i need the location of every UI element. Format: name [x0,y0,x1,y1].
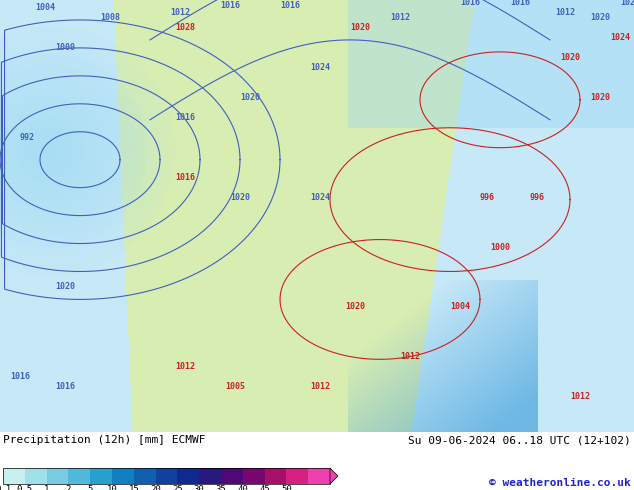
Bar [90,468,112,484]
Bar [47,468,68,484]
Text: 996: 996 [530,193,545,201]
Bar [3,468,25,484]
Text: 1016: 1016 [55,382,75,391]
Polygon shape [330,468,338,484]
Text: 20: 20 [150,485,161,490]
Text: 10: 10 [107,485,117,490]
Text: 30: 30 [194,485,205,490]
Text: 1000: 1000 [490,243,510,251]
Text: 5: 5 [87,485,93,490]
Bar [68,468,90,484]
Text: 0.1: 0.1 [0,485,11,490]
Text: 1016: 1016 [10,372,30,381]
Bar [287,468,308,484]
Text: 1012: 1012 [570,392,590,401]
Text: 35: 35 [216,485,226,490]
Bar [221,468,243,484]
Text: 1024: 1024 [610,33,630,42]
Bar [243,468,264,484]
Bar [112,468,134,484]
Text: 1020: 1020 [590,13,610,22]
Text: 1020: 1020 [240,93,260,102]
Bar [3,468,330,484]
Text: 1016: 1016 [220,1,240,10]
Text: 40: 40 [237,485,248,490]
Text: 1020: 1020 [590,93,610,102]
Bar [199,468,221,484]
Bar [25,468,47,484]
Text: 996: 996 [480,193,495,201]
Text: 1016: 1016 [175,172,195,182]
Text: 2: 2 [66,485,71,490]
Text: 25: 25 [172,485,183,490]
Text: 1020: 1020 [560,53,580,62]
Text: 15: 15 [129,485,139,490]
Text: © weatheronline.co.uk: © weatheronline.co.uk [489,478,631,488]
Text: 1012: 1012 [555,8,575,17]
Text: 1016: 1016 [510,0,530,7]
Bar [308,468,330,484]
Text: 1028: 1028 [175,23,195,32]
Text: 1016: 1016 [175,113,195,122]
Text: 1008: 1008 [100,13,120,22]
Text: 1012: 1012 [310,382,330,391]
Text: 1012: 1012 [390,13,410,22]
Text: 1012: 1012 [170,8,190,17]
Text: 1024: 1024 [310,63,330,72]
Text: 1020: 1020 [345,302,365,312]
Text: 1020: 1020 [55,282,75,292]
Text: 45: 45 [259,485,270,490]
Bar [134,468,155,484]
Text: 1000: 1000 [55,43,75,52]
Text: Precipitation (12h) [mm] ECMWF: Precipitation (12h) [mm] ECMWF [3,435,205,445]
Text: 992: 992 [20,133,35,142]
Bar [178,468,199,484]
Text: 1004: 1004 [35,3,55,12]
Text: 50: 50 [281,485,292,490]
Text: 1: 1 [44,485,49,490]
Text: Su 09-06-2024 06..18 UTC (12+102): Su 09-06-2024 06..18 UTC (12+102) [408,435,631,445]
Text: 1020: 1020 [230,193,250,201]
Text: 1004: 1004 [450,302,470,312]
Text: 1024: 1024 [310,193,330,201]
Bar [264,468,287,484]
Bar [155,468,178,484]
Text: 1020: 1020 [350,23,370,32]
Text: 0.5: 0.5 [16,485,33,490]
Text: 1016: 1016 [460,0,480,7]
Text: 1012: 1012 [400,352,420,361]
Text: 1016: 1016 [280,1,300,10]
Text: 1024: 1024 [620,0,634,7]
Text: 1012: 1012 [175,362,195,371]
Text: 1005: 1005 [225,382,245,391]
